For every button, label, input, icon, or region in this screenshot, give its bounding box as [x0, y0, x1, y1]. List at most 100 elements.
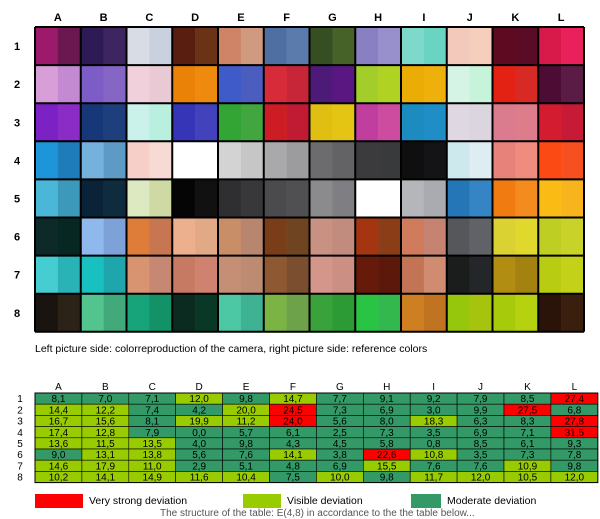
patch-camera-half: [35, 103, 59, 142]
patch-reference-half: [561, 255, 584, 294]
legend-swatch-moderate: [411, 494, 441, 508]
patch-camera-half: [80, 293, 104, 332]
table-cell-value: 9,0: [51, 450, 65, 461]
table-cell-value: 2,9: [192, 461, 206, 472]
patch-reference-half: [57, 103, 81, 142]
patch-reference-half: [195, 293, 218, 332]
patch-camera-half: [446, 255, 470, 294]
patch-camera-half: [446, 27, 470, 66]
patch-camera-half: [446, 141, 470, 180]
table-cell-value: 7,5: [286, 473, 300, 484]
patch-camera-half: [538, 141, 562, 180]
patch-camera-half: [538, 65, 562, 104]
patch-column-label: E: [237, 12, 244, 24]
table-cell-value: 15,6: [96, 417, 116, 428]
patch-reference-half: [561, 179, 584, 218]
table-cell-value: 7,1: [520, 428, 534, 439]
patch-reference-half: [332, 141, 356, 180]
table-cell-value: 5,1: [239, 461, 253, 472]
patch-camera-half: [446, 217, 470, 256]
table-cell-value: 5,6: [192, 450, 206, 461]
table-column-header: B: [102, 382, 109, 393]
patch-camera-half: [492, 27, 516, 66]
patch-reference-half: [240, 217, 264, 256]
legend-label-very-strong: Very strong deviation: [83, 494, 243, 508]
table-cell-value: 12,8: [96, 428, 116, 439]
patch-camera-half: [492, 179, 516, 218]
patch-reference-half: [515, 27, 539, 66]
patch-reference-half: [149, 217, 173, 256]
patch-camera-half: [309, 217, 333, 256]
patch-camera-half: [446, 293, 470, 332]
patch-camera-half: [401, 141, 425, 180]
patch-reference-half: [286, 179, 310, 218]
patch-reference-half: [378, 103, 401, 142]
patch-column-label: B: [100, 12, 108, 24]
patch-camera-half: [309, 255, 333, 294]
patch-camera-half: [309, 65, 333, 104]
table-cell-value: 16,7: [49, 417, 69, 428]
patch-camera-half: [172, 65, 196, 104]
patch-row-label: 2: [14, 79, 20, 91]
patch-reference-half: [57, 27, 81, 66]
table-cell-value: 13,1: [96, 450, 116, 461]
table-column-header: F: [290, 382, 296, 393]
patch-camera-half: [355, 103, 379, 142]
patch-camera-half: [126, 27, 150, 66]
patch-camera-half: [126, 217, 150, 256]
patch-reference-half: [240, 141, 264, 180]
patch-reference-half: [57, 141, 81, 180]
patch-row-label: 6: [14, 232, 20, 244]
patch-camera-half: [355, 141, 379, 180]
table-cell-value: 14,6: [49, 461, 69, 472]
patch-reference-half: [332, 65, 356, 104]
patch-reference-half: [240, 103, 264, 142]
patch-camera-half: [492, 255, 516, 294]
patch-reference-half: [469, 27, 493, 66]
patch-camera-half: [172, 141, 196, 180]
patch-column-label: G: [328, 12, 337, 24]
patch-reference-half: [195, 141, 218, 180]
patch-reference-half: [286, 65, 310, 104]
table-cell-value: 9,3: [567, 439, 581, 450]
table-cell-value: 8,5: [520, 394, 534, 405]
table-row-header: 4: [17, 428, 23, 439]
patch-reference-half: [515, 255, 539, 294]
patch-column-label: A: [54, 12, 62, 24]
table-cell-value: 6,1: [520, 439, 534, 450]
patch-camera-half: [218, 255, 242, 294]
patch-reference-half: [332, 255, 356, 294]
table-cell-value: 10,2: [49, 473, 69, 484]
table-cell-value: 13,8: [143, 450, 163, 461]
patch-reference-half: [561, 293, 584, 332]
table-cell-value: 12,0: [471, 473, 491, 484]
patch-camera-half: [538, 103, 562, 142]
table-column-header: E: [243, 382, 250, 393]
patch-reference-half: [515, 103, 539, 142]
patch-reference-half: [103, 141, 127, 180]
patch-reference-half: [332, 217, 356, 256]
patch-column-label: L: [558, 12, 565, 24]
patch-reference-half: [515, 217, 539, 256]
patch-camera-half: [401, 293, 425, 332]
patch-camera-half: [355, 65, 379, 104]
patch-camera-half: [80, 179, 104, 218]
table-cell-value: 27,4: [565, 394, 585, 405]
patch-column-label: C: [145, 12, 153, 24]
table-cell-value: 7,4: [145, 405, 159, 416]
patch-camera-half: [35, 179, 59, 218]
patch-column-label: D: [191, 12, 199, 24]
table-cell-value: 11,5: [96, 439, 115, 450]
patch-reference-half: [240, 179, 264, 218]
patch-reference-half: [103, 65, 127, 104]
patch-reference-half: [423, 141, 447, 180]
patch-column-label: J: [467, 12, 473, 24]
patch-camera-half: [538, 217, 562, 256]
table-row-header: 7: [17, 461, 23, 472]
patch-reference-half: [286, 103, 310, 142]
patch-reference-half: [240, 27, 264, 66]
patch-camera-half: [172, 27, 196, 66]
table-cell-value: 4,2: [192, 405, 206, 416]
